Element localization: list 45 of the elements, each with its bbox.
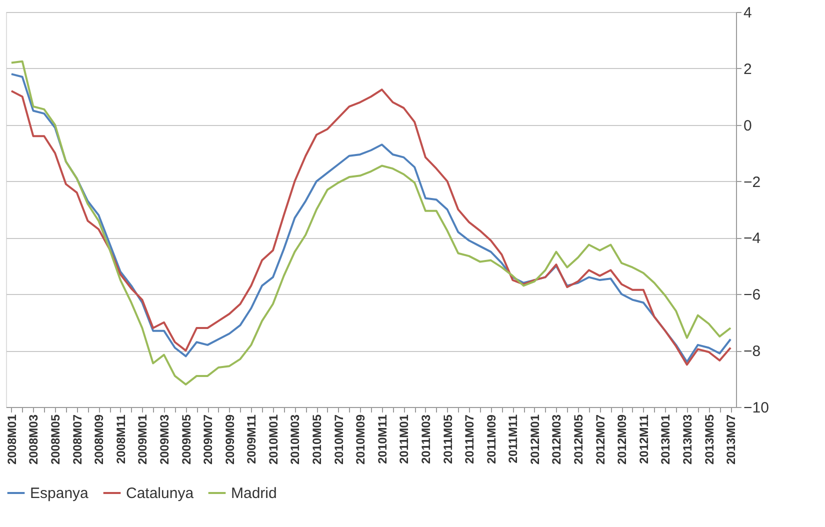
x-tick-label: 2010M05 xyxy=(310,414,324,465)
x-tick-label: 2011M09 xyxy=(484,414,498,464)
x-tick-label: 2010M03 xyxy=(288,414,302,465)
x-tick-label: 2013M01 xyxy=(658,414,673,465)
x-tick-label: 2011M01 xyxy=(397,414,412,464)
x-tick-label: 2009M11 xyxy=(244,414,259,464)
x-tick-label: 2010M09 xyxy=(354,414,368,465)
y-tick-label: 2 xyxy=(744,60,752,78)
y-tick-label: −4 xyxy=(744,230,761,248)
x-tick-label: 2012M03 xyxy=(550,414,564,465)
x-tick-label: 2010M07 xyxy=(332,414,346,465)
x-tick-label: 2012M11 xyxy=(636,414,651,464)
y-tick-label: 0 xyxy=(744,117,752,134)
x-tick-label: 2009M03 xyxy=(157,414,172,465)
x-tick-label: 2008M03 xyxy=(26,414,41,465)
x-tick-label: 2011M03 xyxy=(418,414,433,464)
x-tick-label: 2009M05 xyxy=(179,414,194,465)
legend-label: Catalunya xyxy=(126,485,194,502)
x-tick-label: 2011M11 xyxy=(506,414,520,464)
x-tick-label: 2008M11 xyxy=(114,414,128,464)
y-tick-label: −8 xyxy=(744,343,761,360)
x-tick-label: 2010M01 xyxy=(266,414,280,465)
y-tick-label: −2 xyxy=(744,174,761,191)
x-tick-label: 2008M09 xyxy=(92,414,106,465)
x-tick-label: 2013M03 xyxy=(680,414,694,465)
x-tick-label: 2012M05 xyxy=(572,414,586,465)
x-tick-label: 2008M05 xyxy=(48,414,63,465)
legend-label: Espanya xyxy=(30,485,90,502)
y-tick-label: −10 xyxy=(744,400,769,416)
x-tick-label: 2009M09 xyxy=(222,414,237,465)
x-tick-label: 2012M09 xyxy=(615,414,630,465)
x-tick-label: 2011M07 xyxy=(462,414,477,464)
x-tick-label: 2011M05 xyxy=(440,414,455,464)
legend-label: Madrid xyxy=(231,485,277,502)
x-tick-label: 2009M01 xyxy=(136,414,150,465)
x-tick-label: 2008M07 xyxy=(70,414,84,465)
x-tick-label: 2009M07 xyxy=(201,414,216,465)
y-tick-label: 4 xyxy=(744,4,752,22)
y-tick-label: −6 xyxy=(744,286,761,304)
x-tick-label: 2013M05 xyxy=(702,414,716,465)
x-tick-label: 2012M07 xyxy=(593,414,608,465)
x-tick-label: 2010M11 xyxy=(375,414,390,464)
x-tick-label: 2008M01 xyxy=(4,414,19,465)
x-tick-label: 2012M01 xyxy=(528,414,542,465)
x-tick-label: 2013M07 xyxy=(724,414,738,465)
